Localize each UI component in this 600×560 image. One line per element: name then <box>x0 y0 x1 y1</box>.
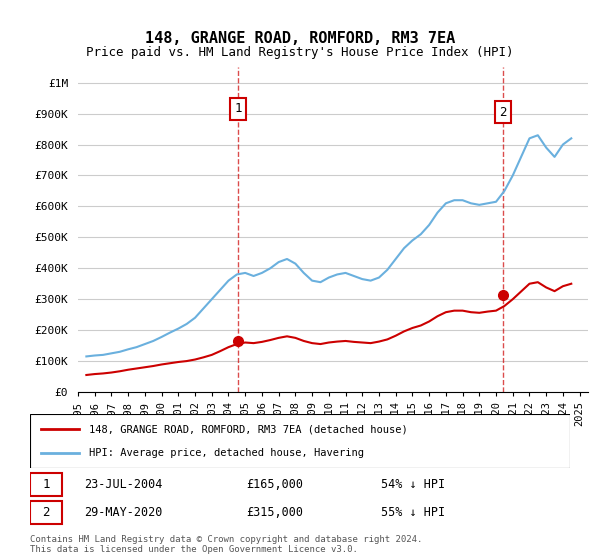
Text: 54% ↓ HPI: 54% ↓ HPI <box>381 478 445 491</box>
Text: 29-MAY-2020: 29-MAY-2020 <box>84 506 163 519</box>
Text: 2: 2 <box>43 506 50 519</box>
Text: 148, GRANGE ROAD, ROMFORD, RM3 7EA: 148, GRANGE ROAD, ROMFORD, RM3 7EA <box>145 31 455 46</box>
Text: 55% ↓ HPI: 55% ↓ HPI <box>381 506 445 519</box>
FancyBboxPatch shape <box>30 501 62 524</box>
FancyBboxPatch shape <box>30 414 570 468</box>
Text: £165,000: £165,000 <box>246 478 303 491</box>
Text: Price paid vs. HM Land Registry's House Price Index (HPI): Price paid vs. HM Land Registry's House … <box>86 46 514 59</box>
Text: 23-JUL-2004: 23-JUL-2004 <box>84 478 163 491</box>
Text: 148, GRANGE ROAD, ROMFORD, RM3 7EA (detached house): 148, GRANGE ROAD, ROMFORD, RM3 7EA (deta… <box>89 424 408 435</box>
Text: 2: 2 <box>499 105 507 119</box>
Text: Contains HM Land Registry data © Crown copyright and database right 2024.
This d: Contains HM Land Registry data © Crown c… <box>30 535 422 554</box>
Text: £315,000: £315,000 <box>246 506 303 519</box>
Text: 1: 1 <box>234 102 242 115</box>
FancyBboxPatch shape <box>30 473 62 496</box>
Text: HPI: Average price, detached house, Havering: HPI: Average price, detached house, Have… <box>89 447 364 458</box>
Text: 1: 1 <box>43 478 50 491</box>
